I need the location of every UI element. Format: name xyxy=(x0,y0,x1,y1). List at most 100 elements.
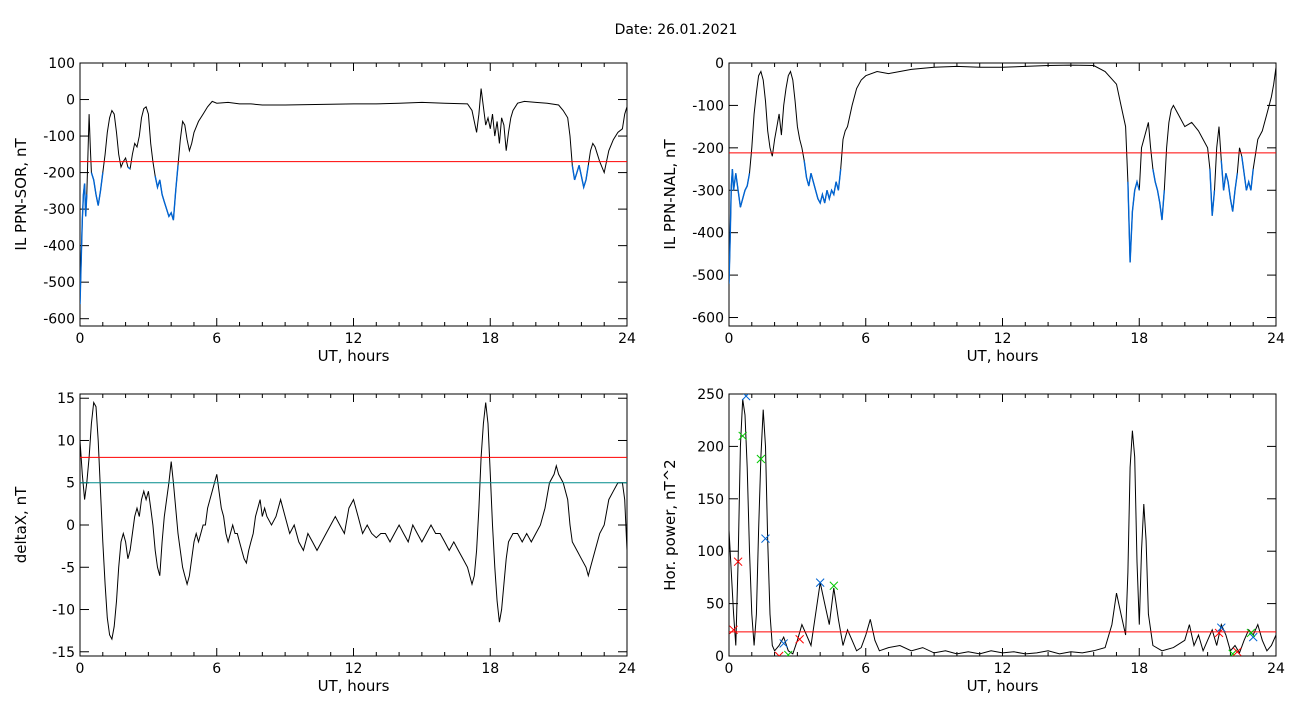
series-line xyxy=(729,399,1276,655)
x-axis-label: UT, hours xyxy=(318,347,390,365)
peak-marker-stroke xyxy=(1232,647,1242,656)
below-threshold-segment xyxy=(1152,168,1165,221)
series-line xyxy=(80,400,627,641)
plot-frame xyxy=(79,393,628,657)
y-tick-label: 100 xyxy=(48,56,75,72)
peak-marker-stroke xyxy=(795,634,805,644)
below-threshold-segment xyxy=(803,160,842,205)
peak-marker-stroke xyxy=(733,557,743,567)
plot-frame xyxy=(728,393,1277,657)
y-axis-label: IL PPN-NAL, nT xyxy=(661,139,679,250)
plot-area xyxy=(729,394,1276,656)
peak-marker-stroke xyxy=(778,651,784,656)
y-tick-label: -500 xyxy=(692,268,724,284)
x-tick-label: 18 xyxy=(1130,661,1148,677)
below-threshold-segment xyxy=(90,172,104,206)
peak-marker-stroke xyxy=(761,534,770,543)
chart-panel-4: 0 6 12 18 24 250 200 150 100 50 0 UT, hours Hor. pow… xyxy=(661,387,1285,695)
x-tick-label: 12 xyxy=(345,661,363,677)
peak-marker xyxy=(1216,623,1226,633)
y-tick-label: -15 xyxy=(52,645,75,661)
peak-marker xyxy=(795,634,805,644)
peak-marker-stroke xyxy=(815,578,825,587)
peak-marker xyxy=(1246,628,1256,638)
peak-marker-stroke xyxy=(1229,649,1238,656)
figure-title: Date: 26.01.2021 xyxy=(615,22,738,38)
peak-marker-stroke xyxy=(1216,623,1226,633)
chart-panel-1: 0 6 12 18 24 100 0 -100 -200 -300 -400 -500 -600 UT, … xyxy=(12,56,636,365)
peak-marker xyxy=(829,581,839,591)
y-tick-label: 5 xyxy=(66,476,75,492)
y-tick-label: -300 xyxy=(692,183,724,199)
y-tick-label: 10 xyxy=(57,433,75,449)
y-tick-label: -200 xyxy=(692,141,724,157)
peak-marker xyxy=(1228,649,1238,656)
peak-marker xyxy=(756,454,766,464)
y-tick-label: -200 xyxy=(43,166,75,182)
peak-marker-stroke xyxy=(741,394,749,401)
series-line xyxy=(729,64,1276,284)
x-tick-label: 6 xyxy=(212,661,221,677)
y-tick-label: 200 xyxy=(697,439,724,455)
x-tick-label: 12 xyxy=(345,331,363,347)
x-tick-label: 0 xyxy=(725,661,734,677)
y-tick-label: -5 xyxy=(61,560,75,576)
x-tick-label: 6 xyxy=(861,661,870,677)
below-threshold-segment xyxy=(571,165,589,190)
peak-marker xyxy=(774,651,784,656)
y-tick-label: -300 xyxy=(43,202,75,218)
x-tick-label: 12 xyxy=(994,661,1012,677)
below-threshold-segment xyxy=(80,183,88,305)
y-tick-label: 15 xyxy=(57,391,75,407)
x-tick-label: 0 xyxy=(725,331,734,347)
peak-marker xyxy=(738,431,748,441)
x-axis-label: UT, hours xyxy=(967,677,1039,695)
peak-marker-stroke xyxy=(1246,628,1256,638)
x-tick-label: 24 xyxy=(618,331,636,347)
peak-marker-stroke xyxy=(729,625,738,635)
peak-marker xyxy=(1214,628,1224,638)
x-tick-label: 12 xyxy=(994,331,1012,347)
below-threshold-segment xyxy=(1209,168,1216,216)
peak-marker xyxy=(1248,632,1258,642)
plot-frame xyxy=(728,62,1277,327)
y-tick-label: -100 xyxy=(692,98,724,114)
chart-panel-2: 0 6 12 18 24 0 -100 -200 -300 -400 -500 -600 UT, hou… xyxy=(661,56,1285,365)
y-tick-label: 0 xyxy=(715,56,724,72)
x-tick-label: 0 xyxy=(76,661,85,677)
peak-marker-stroke xyxy=(779,639,789,648)
x-tick-label: 18 xyxy=(1130,331,1148,347)
peak-marker xyxy=(741,394,751,401)
peak-marker-stroke xyxy=(738,431,748,441)
peak-marker-stroke xyxy=(786,650,793,656)
peak-marker xyxy=(761,534,770,543)
y-tick-label: -400 xyxy=(43,239,75,255)
peak-marker-stroke xyxy=(1248,632,1258,642)
below-threshold-segment xyxy=(1241,156,1254,191)
x-tick-label: 24 xyxy=(1267,661,1285,677)
peak-marker xyxy=(815,578,825,587)
y-tick-label: -600 xyxy=(43,312,75,328)
x-axis-label: UT, hours xyxy=(967,347,1039,365)
y-axis-label: IL PPN-SOR, nT xyxy=(12,138,30,251)
below-threshold-segment xyxy=(1220,160,1238,212)
peak-marker-stroke xyxy=(774,651,780,656)
plot-area xyxy=(80,88,627,305)
x-tick-label: 6 xyxy=(861,331,870,347)
peak-marker xyxy=(733,557,743,567)
x-tick-label: 0 xyxy=(76,331,85,347)
y-axis-label: deltaX, nT xyxy=(12,486,30,563)
series-line xyxy=(80,88,627,305)
x-tick-label: 24 xyxy=(618,661,636,677)
peak-marker xyxy=(1232,647,1242,656)
below-threshold-segment xyxy=(127,166,131,170)
y-tick-label: 0 xyxy=(715,649,724,665)
plot-area xyxy=(80,400,627,641)
peak-marker xyxy=(783,650,793,656)
y-tick-label: -400 xyxy=(692,226,724,242)
peak-marker xyxy=(729,625,738,635)
y-tick-label: 0 xyxy=(66,93,75,109)
peak-marker-stroke xyxy=(1214,628,1224,638)
